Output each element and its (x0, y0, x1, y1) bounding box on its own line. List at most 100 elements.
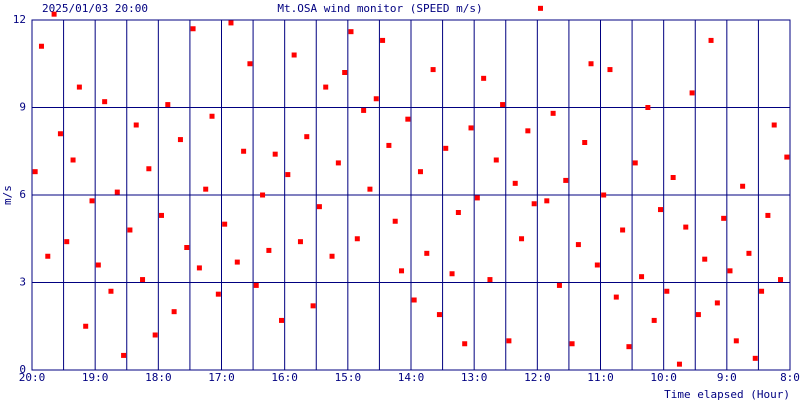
point (752, 355, 758, 361)
point (759, 288, 765, 294)
point (114, 189, 120, 195)
point (342, 70, 348, 75)
point (582, 140, 588, 145)
point (247, 61, 253, 67)
point (228, 20, 234, 26)
point (746, 250, 752, 256)
point (140, 277, 146, 283)
point (481, 75, 487, 81)
point (266, 247, 272, 253)
point (215, 291, 221, 297)
point (721, 215, 727, 221)
point (462, 341, 468, 347)
point (32, 169, 38, 175)
point (651, 317, 657, 323)
point (493, 157, 499, 163)
point (449, 271, 455, 277)
point (102, 99, 108, 105)
point (620, 227, 626, 233)
point (544, 198, 550, 204)
y-tick-label: 0 (19, 363, 26, 376)
point (316, 204, 322, 210)
point (670, 175, 676, 180)
point (165, 102, 171, 108)
x-tick-label: 12:0 (524, 371, 551, 384)
y-tick-label: 6 (19, 188, 26, 201)
point (57, 131, 63, 137)
point (733, 338, 739, 344)
point (51, 11, 57, 17)
point (575, 242, 581, 248)
point (512, 180, 518, 186)
point (556, 282, 562, 288)
point (740, 183, 746, 189)
point (455, 210, 461, 215)
y-axis-label: m/s (1, 185, 14, 205)
point (424, 250, 430, 256)
point (695, 312, 701, 318)
point (209, 113, 215, 119)
point (95, 262, 101, 268)
point (601, 192, 607, 198)
point (708, 37, 714, 43)
x-tick-label: 16:0 (271, 371, 298, 384)
point (639, 274, 645, 280)
point (323, 84, 329, 90)
point (260, 192, 266, 198)
point (158, 212, 164, 218)
point (588, 61, 594, 67)
plot-border (31, 19, 791, 371)
point (354, 236, 360, 242)
point (645, 105, 651, 110)
point (361, 107, 367, 113)
point (506, 338, 512, 344)
point (468, 125, 474, 131)
point (234, 259, 240, 265)
point (676, 361, 682, 367)
point (784, 154, 790, 160)
point (430, 67, 436, 73)
point (297, 239, 303, 245)
chart-title: Mt.OSA wind monitor (SPEED m/s) (277, 2, 482, 15)
point (778, 277, 784, 283)
point (335, 160, 341, 166)
point (152, 332, 158, 338)
x-tick-label: 13:0 (461, 371, 488, 384)
point (291, 52, 297, 58)
point (632, 160, 638, 166)
point (683, 224, 689, 230)
x-tick-label: 14:0 (398, 371, 425, 384)
x-tick-label: 11:0 (587, 371, 614, 384)
point (519, 236, 525, 242)
y-tick-label: 9 (19, 101, 26, 114)
point (171, 309, 177, 315)
point (474, 195, 480, 201)
x-tick-label: 18:0 (145, 371, 172, 384)
x-axis-label: Time elapsed (Hour) (664, 388, 790, 400)
point (702, 256, 708, 262)
point (253, 282, 259, 288)
point (108, 288, 114, 294)
point (487, 277, 493, 283)
point (405, 116, 411, 122)
point (436, 312, 442, 318)
point (443, 145, 449, 151)
point (329, 253, 335, 259)
point (121, 352, 127, 358)
point (190, 26, 196, 32)
x-tick-label: 19:0 (82, 371, 109, 384)
point (177, 137, 183, 143)
point (771, 122, 777, 128)
point (500, 102, 506, 108)
point (594, 262, 600, 268)
point (146, 166, 152, 172)
x-tick-label: 10:0 (650, 371, 677, 384)
point (203, 186, 209, 192)
point (411, 297, 417, 303)
point (279, 317, 285, 323)
point (38, 43, 44, 49)
point (386, 142, 392, 148)
point (70, 157, 76, 163)
point (76, 84, 82, 90)
